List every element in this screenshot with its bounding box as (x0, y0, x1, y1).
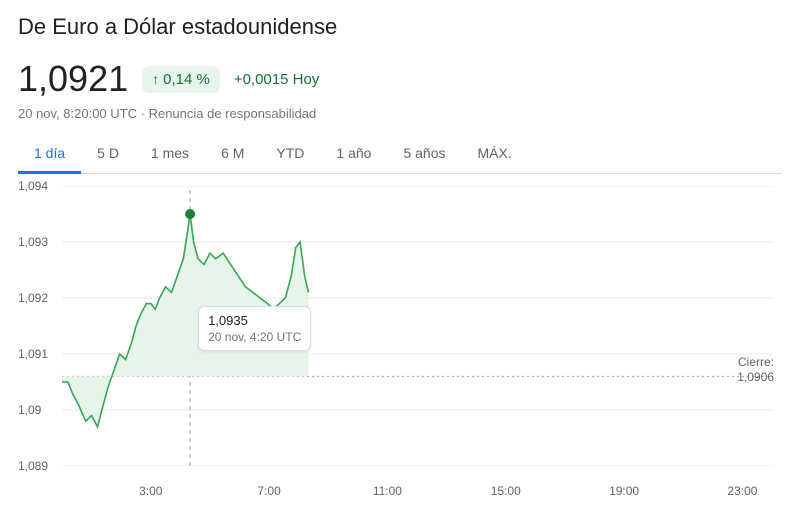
x-axis-label: 23:00 (727, 484, 757, 498)
x-axis-label: 7:00 (257, 484, 280, 498)
price-chart-svg (62, 186, 772, 466)
x-axis-label: 11:00 (373, 484, 402, 498)
tab-1y[interactable]: 1 año (320, 135, 387, 174)
disclaimer-link[interactable]: Renuncia de responsabilidad (149, 106, 317, 121)
page-title: De Euro a Dólar estadounidense (18, 14, 782, 40)
x-axis-label: 19:00 (609, 484, 639, 498)
abs-change: +0,0015 Hoy (234, 71, 319, 88)
tab-1d[interactable]: 1 día (18, 135, 81, 174)
rate-row: 1,0921 ↑ 0,14 % +0,0015 Hoy (18, 58, 782, 100)
y-axis-label: 1,094 (18, 179, 48, 193)
tab-6m[interactable]: 6 M (205, 135, 260, 174)
y-axis-label: 1,09 (18, 403, 41, 417)
tab-5y[interactable]: 5 años (387, 135, 461, 174)
pct-change-badge: ↑ 0,14 % (142, 66, 220, 93)
pct-change-value: 0,14 % (163, 71, 210, 88)
y-axis-label: 1,091 (18, 347, 48, 361)
arrow-up-icon: ↑ (152, 72, 159, 86)
y-axis-label: 1,089 (18, 459, 48, 473)
hover-tooltip: 1,0935 20 nov, 4:20 UTC (198, 306, 311, 351)
timestamp: 20 nov, 8:20:00 UTC (18, 106, 137, 121)
y-axis-label: 1,093 (18, 235, 48, 249)
chart-area[interactable]: 1,089 1,09 1,091 1,092 1,093 1,094 3:00 7:00 11:… (18, 180, 778, 500)
close-value: 1,0906 (737, 370, 774, 384)
tooltip-value: 1,0935 (208, 313, 301, 328)
current-rate: 1,0921 (18, 58, 128, 100)
close-annotation: Cierre:1,0906 (737, 355, 774, 385)
y-axis-label: 1,092 (18, 291, 48, 305)
x-axis-label: 3:00 (139, 484, 162, 498)
subheader: 20 nov, 8:20:00 UTC · Renuncia de respon… (18, 106, 782, 121)
tab-max[interactable]: MÁX. (462, 135, 528, 174)
close-label: Cierre: (738, 355, 774, 369)
tab-ytd[interactable]: YTD (260, 135, 320, 174)
range-tabs: 1 día 5 D 1 mes 6 M YTD 1 año 5 años MÁX… (18, 135, 782, 174)
tab-1m[interactable]: 1 mes (135, 135, 205, 174)
tab-5d[interactable]: 5 D (81, 135, 135, 174)
tooltip-time: 20 nov, 4:20 UTC (208, 330, 301, 344)
x-axis-label: 15:00 (491, 484, 521, 498)
